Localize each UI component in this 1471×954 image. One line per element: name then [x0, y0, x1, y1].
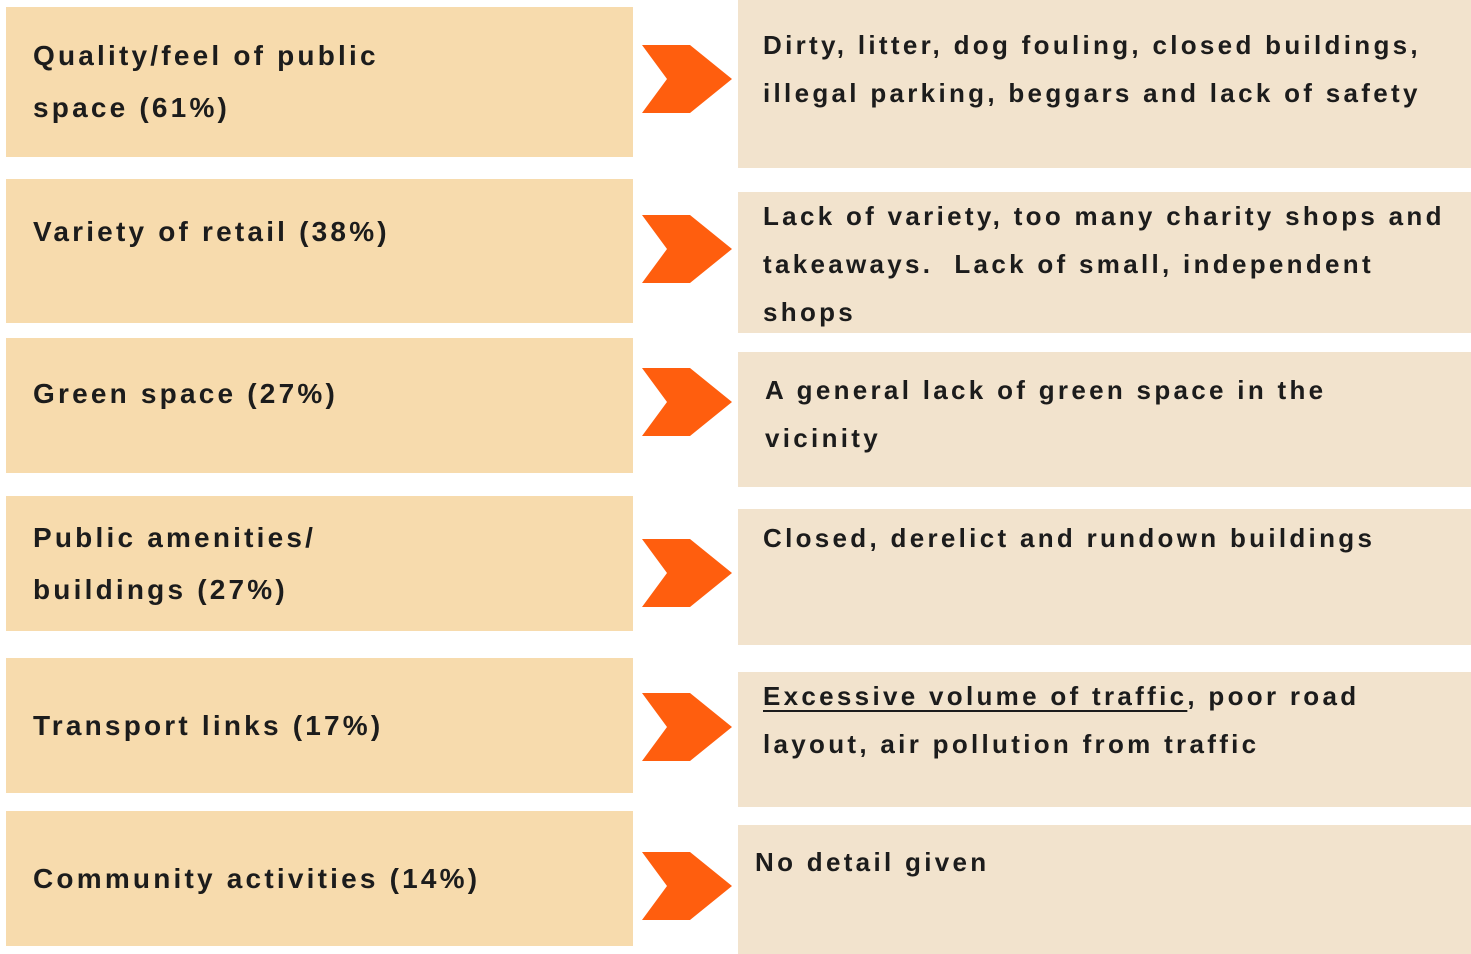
detail-text: Lack of variety, too many charity shops … — [763, 192, 1451, 336]
detail-segment: Dirty, litter, dog fouling, closed build… — [763, 30, 1432, 108]
detail-box: Excessive volume of traffic, poor road l… — [738, 672, 1471, 807]
underlined-text: Excessive volume of traffic — [763, 681, 1188, 711]
label-box: Transport links (17%) — [6, 658, 633, 793]
detail-segment: No detail given — [755, 847, 990, 877]
label-box: Community activities (14%) — [6, 811, 633, 946]
detail-segment: A general lack of green space in the vic… — [765, 375, 1337, 453]
detail-text: Dirty, litter, dog fouling, closed build… — [763, 21, 1451, 117]
detail-box: Lack of variety, too many charity shops … — [738, 192, 1471, 333]
detail-text: No detail given — [755, 838, 1451, 886]
arrow — [642, 852, 732, 920]
label-text: Community activities (14%) — [33, 862, 481, 894]
label-text: Variety of retail (38%) — [33, 216, 390, 247]
label-text: Quality/feel of public space (61%) — [33, 40, 390, 123]
detail-text: Excessive volume of traffic, poor road l… — [763, 672, 1451, 768]
detail-box: Dirty, litter, dog fouling, closed build… — [738, 0, 1471, 168]
arrow — [642, 539, 732, 607]
detail-box: No detail given — [738, 825, 1471, 954]
detail-box: Closed, derelict and rundown buildings — [738, 509, 1471, 645]
label-box: Public amenities/ buildings (27%) — [6, 496, 633, 631]
arrow — [642, 693, 732, 761]
label-box: Quality/feel of public space (61%) — [6, 7, 633, 157]
label-text: Green space (27%) — [33, 377, 338, 409]
arrow — [642, 368, 732, 436]
detail-box: A general lack of green space in the vic… — [738, 352, 1471, 487]
detail-segment: Closed, derelict and rundown buildings — [763, 523, 1376, 553]
detail-segment: Lack of variety, too many charity shops … — [763, 201, 1456, 327]
arrow — [642, 215, 732, 283]
label-text: Public amenities/ buildings (27%) — [33, 521, 328, 605]
detail-segment: , poor road layout, air pollution from t… — [763, 681, 1370, 759]
detail-text: Closed, derelict and rundown buildings — [763, 514, 1451, 562]
label-text: Transport links (17%) — [33, 709, 384, 741]
label-box: Variety of retail (38%) — [6, 179, 633, 323]
arrow — [642, 45, 732, 113]
label-box: Green space (27%) — [6, 338, 633, 473]
detail-text: A general lack of green space in the vic… — [765, 366, 1451, 462]
